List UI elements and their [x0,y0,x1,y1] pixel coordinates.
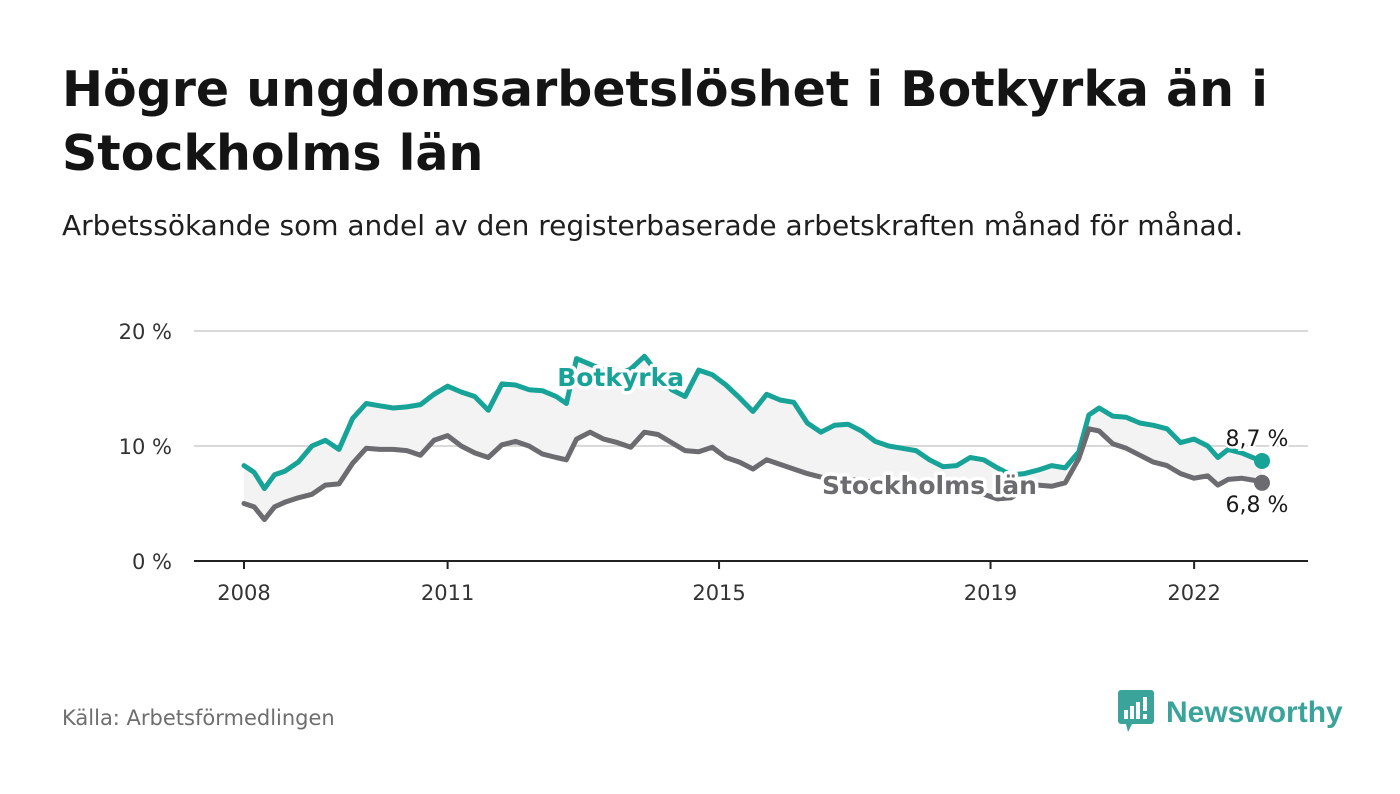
area-between-series [244,356,1262,520]
newsworthy-logo: Newsworthy [1118,690,1343,736]
end-value-botkyrka: 8,7 % [1226,427,1289,452]
brand-name: Newsworthy [1166,696,1343,729]
x-tick-label: 2011 [421,581,474,605]
source-note: Källa: Arbetsförmedlingen [62,706,335,730]
end-marker-botkyrka [1254,452,1270,469]
end-marker-stockholms-lan [1254,474,1270,491]
end-value-stockholms-lan: 6,8 % [1226,493,1289,518]
series-lines [241,353,1270,523]
y-tick-label: 0 % [132,550,172,574]
series-line-stockholms-lan [241,426,1265,523]
y-tick-label: 20 % [119,320,172,344]
y-tick-label: 10 % [119,435,172,459]
bar-chart-speech-bubble-icon [1118,690,1154,732]
chart-title: Högre ungdomsarbetslöshet i Botkyrka än … [62,61,1268,182]
line-chart: 0 % 10 % 20 % 2008 2011 2015 2019 2022 Botkyrk… [119,320,1308,605]
series-label-botkyrka: Botkyrka [557,363,684,392]
series-label-stockholms-lan: Stockholms län [822,471,1037,500]
series-labels: Botkyrka Stockholms län 8,7 % 6,8 % [554,360,1291,521]
x-tick-label: 2015 [692,581,745,605]
axes: 2008 2011 2015 2019 2022 [194,560,1308,605]
chart-subtitle: Arbetssökande som andel av den registerb… [62,209,1244,242]
x-tick-label: 2019 [964,581,1017,605]
x-tick-label: 2008 [217,581,270,605]
series-line-botkyrka [241,353,1265,492]
x-tick-label: 2022 [1167,581,1220,605]
